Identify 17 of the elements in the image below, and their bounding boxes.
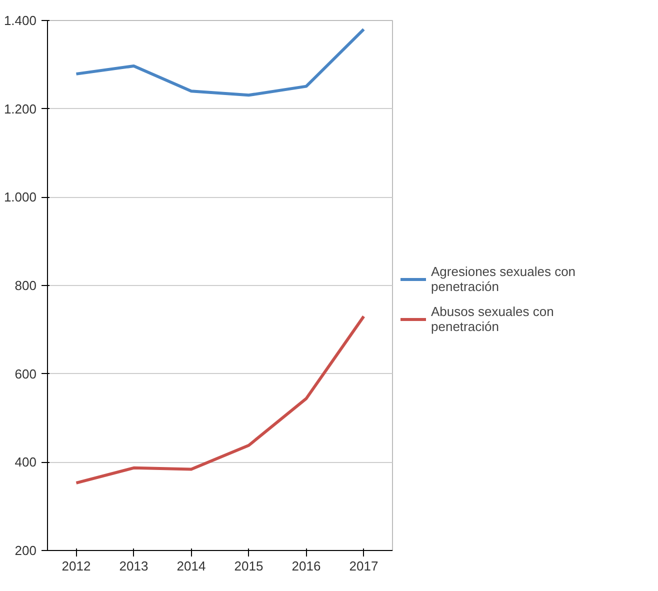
y-tick-label: 1.400 [4, 13, 37, 28]
y-tick-label: 400 [14, 454, 37, 470]
x-tick-label: 2017 [349, 558, 378, 574]
line-series [74, 28, 366, 97]
legend-label: Agresiones sexuales con penetración [431, 264, 576, 294]
line-series [74, 314, 366, 484]
x-tick-label: 2013 [119, 558, 148, 574]
x-tick-label: 2012 [62, 558, 91, 574]
y-tick-label: 600 [14, 366, 37, 382]
y-tick-label: 1.200 [4, 101, 37, 116]
y-tick-label: 1.000 [4, 190, 37, 205]
y-tick-label: 800 [14, 278, 37, 293]
x-tick-label: 2015 [234, 558, 264, 574]
legend-label: Abusos sexuales con penetración [431, 304, 554, 334]
x-tick-label: 2014 [176, 558, 206, 574]
x-tick-label: 2016 [292, 558, 321, 574]
y-tick-label: 200 [14, 543, 37, 558]
